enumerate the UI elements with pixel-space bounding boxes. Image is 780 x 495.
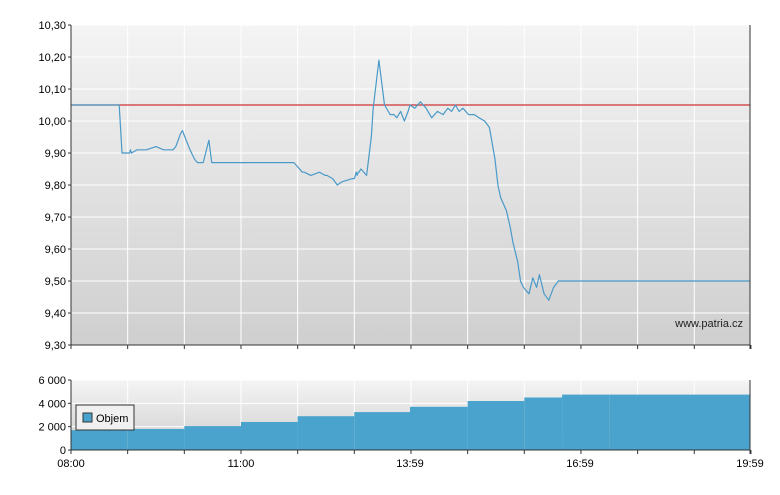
- legend-label: Objem: [96, 413, 128, 425]
- volume-y-tick-label: 2 000: [38, 422, 66, 434]
- volume-axes: [68, 379, 752, 454]
- price-line-group: [71, 59, 750, 301]
- price-series-line: [71, 59, 750, 301]
- volume-bar: [184, 426, 241, 450]
- price-y-tick-label: 9,30: [45, 340, 66, 352]
- volume-bar: [562, 394, 610, 450]
- volume-bar: [354, 412, 410, 450]
- price-y-tick-label: 9,70: [45, 212, 66, 224]
- legend: Objem: [75, 404, 135, 431]
- price-y-tick-label: 10,00: [38, 116, 66, 128]
- price-panel: 10,30 10,20 10,10 10,00 9,90 9,80 9,70 9,60 9,50…: [38, 20, 752, 352]
- volume-bar: [410, 406, 468, 450]
- volume-bars: [71, 394, 750, 450]
- price-y-tick-label: 9,80: [45, 180, 66, 192]
- price-y-tick-label: 9,40: [45, 308, 66, 320]
- legend-swatch: [82, 412, 93, 423]
- volume-y-tick-label: 0: [60, 445, 66, 457]
- volume-y-tick-label: 4 000: [38, 398, 66, 410]
- volume-bar: [297, 416, 355, 450]
- volume-bar: [127, 429, 185, 450]
- price-y-tick-label: 9,60: [45, 244, 66, 256]
- volume-bar: [609, 394, 666, 450]
- volume-bar: [666, 394, 750, 450]
- watermark: www.patria.cz: [674, 318, 743, 330]
- x-tick-label: 19:59: [736, 458, 764, 470]
- x-tick-labels: 08:00 11:00 13:59 16:59 19:59: [57, 458, 764, 470]
- price-y-tick-label: 10,20: [38, 52, 66, 64]
- price-grid: [70, 24, 752, 346]
- price-axes: [68, 24, 752, 349]
- volume-bar: [524, 397, 563, 450]
- volume-bar: [241, 422, 298, 450]
- x-tick-label: 13:59: [396, 458, 424, 470]
- price-y-tick-label: 9,90: [45, 148, 66, 160]
- volume-bar: [71, 430, 128, 450]
- volume-panel: 6 000 4 000 2 000 0 08:00 11:00 13:59 16:59 19:…: [38, 375, 763, 470]
- price-y-tick-label: 9,50: [45, 276, 66, 288]
- volume-y-tick-labels: 6 000 4 000 2 000 0: [38, 375, 66, 457]
- price-y-tick-labels: 10,30 10,20 10,10 10,00 9,90 9,80 9,70 9,60 9,50…: [38, 20, 66, 352]
- price-y-tick-label: 10,10: [38, 84, 66, 96]
- volume-bar: [467, 401, 525, 450]
- x-tick-label: 08:00: [57, 458, 85, 470]
- price-y-tick-label: 10,30: [38, 20, 66, 32]
- volume-y-tick-label: 6 000: [38, 375, 66, 387]
- x-tick-label: 16:59: [566, 458, 594, 470]
- x-tick-label: 11:00: [228, 458, 255, 470]
